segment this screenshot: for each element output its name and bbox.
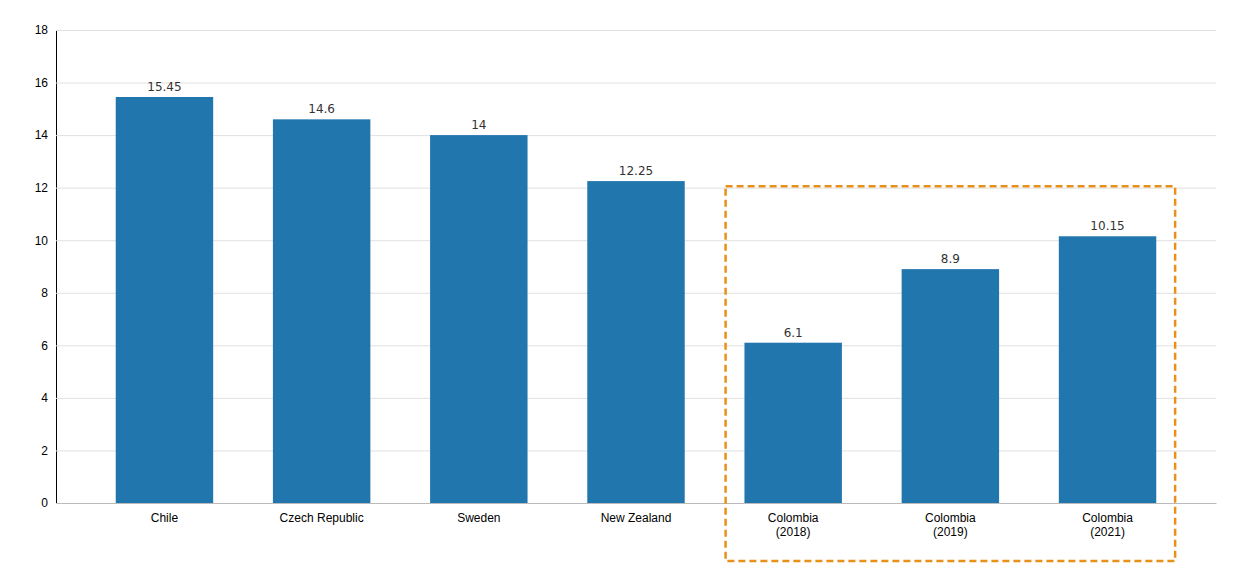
data-label: 8.9 xyxy=(941,252,960,266)
y-tick-label: 18 xyxy=(35,23,49,37)
x-tick-label: Colombia(2018) xyxy=(768,511,819,539)
x-axis-line xyxy=(57,503,1217,504)
y-tick-label: 16 xyxy=(35,76,49,90)
x-tick: Colombia(2018) xyxy=(768,503,819,539)
data-label: 15.45 xyxy=(147,80,181,94)
x-tick: Czech Republic xyxy=(280,503,364,525)
y-axis: 0 2 4 6 8 10 12 14 16 18 xyxy=(35,23,1216,510)
x-tick-label: New Zealand xyxy=(601,511,672,525)
x-axis: Chile Czech Republic Sweden New Zealand Colo… xyxy=(57,503,1217,539)
x-tick-label: Colombia(2019) xyxy=(925,511,976,539)
bar xyxy=(1059,236,1156,503)
x-tick: Chile xyxy=(151,503,179,525)
y-tick-label: 10 xyxy=(35,234,49,248)
x-tick: Colombia(2021) xyxy=(1082,503,1133,539)
y-tick-label: 2 xyxy=(41,444,48,458)
bar xyxy=(744,343,841,503)
grid-line xyxy=(56,135,1216,136)
bar xyxy=(902,269,999,503)
y-tick-label: 4 xyxy=(41,391,48,405)
x-tick-label: Czech Republic xyxy=(280,511,364,525)
bar xyxy=(116,97,213,503)
y-tick-label: 6 xyxy=(41,339,48,353)
data-label: 12.25 xyxy=(619,164,653,178)
data-labels: 15.45 14.6 14 12.25 6.1 8.9 10.15 xyxy=(147,80,1124,340)
bar xyxy=(273,119,370,503)
x-tick: Sweden xyxy=(457,503,500,525)
x-tick: Colombia(2019) xyxy=(925,503,976,539)
data-label: 14 xyxy=(471,118,486,132)
y-tick-label: 0 xyxy=(41,496,48,510)
data-label: 14.6 xyxy=(308,102,335,116)
grid-line xyxy=(56,503,1216,504)
plot: 0 2 4 6 8 10 12 14 16 18 Chile Czech Republic Sweden… xyxy=(35,23,1217,561)
grid-line xyxy=(56,30,1216,31)
y-axis-line xyxy=(57,31,1217,504)
x-tick-label: Sweden xyxy=(457,511,500,525)
y-tick-label: 14 xyxy=(35,128,49,142)
chart: 0 2 4 6 8 10 12 14 16 18 Chile Czech Republic Sweden… xyxy=(0,0,1240,583)
x-tick-label: Chile xyxy=(151,511,179,525)
y-tick: 18 xyxy=(35,23,1216,37)
highlight-box xyxy=(726,186,1176,561)
y-tick-label: 12 xyxy=(35,181,49,195)
x-tick: New Zealand xyxy=(601,503,672,525)
bars xyxy=(116,97,1157,503)
data-label: 10.15 xyxy=(1090,219,1124,233)
y-tick: 16 xyxy=(35,76,1216,90)
grid-line xyxy=(56,83,1216,84)
y-tick-label: 8 xyxy=(41,286,48,300)
bar xyxy=(430,135,527,503)
data-label: 6.1 xyxy=(784,326,803,340)
x-tick-label: Colombia(2021) xyxy=(1082,511,1133,539)
bar xyxy=(587,181,684,503)
